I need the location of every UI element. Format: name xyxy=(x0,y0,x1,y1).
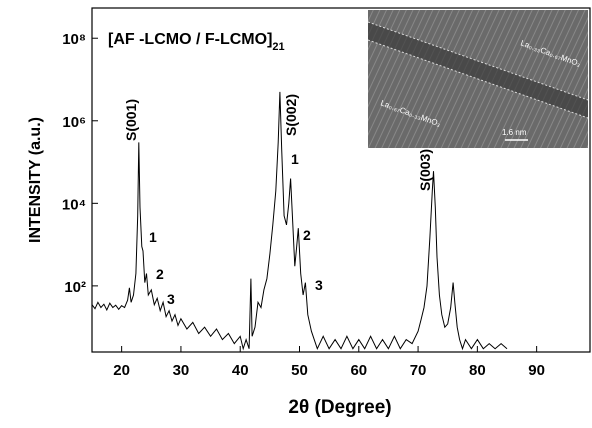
peak-annotation: S(003) xyxy=(417,149,433,191)
y-tick-label: 10² xyxy=(64,279,86,296)
x-tick-label: 60 xyxy=(350,362,367,379)
spectrum-line xyxy=(91,91,508,351)
peak-annotation: 2 xyxy=(303,227,311,243)
title-main: [AF -LCMO / F-LCMO] xyxy=(108,31,272,48)
peak-annotation: S(001) xyxy=(123,99,139,141)
x-axis-label: 2θ (Degree) xyxy=(288,397,391,418)
x-tick-label: 80 xyxy=(469,362,486,379)
chart-title: [AF -LCMO / F-LCMO]21 xyxy=(108,31,285,53)
x-tick-label: 90 xyxy=(528,362,545,379)
inset-image xyxy=(367,10,589,148)
peak-annotation: S(002) xyxy=(283,94,299,136)
y-tick-label: 10⁴ xyxy=(62,196,86,213)
peak-annotation: 1 xyxy=(291,151,299,167)
y-tick-label: 10⁶ xyxy=(62,114,86,131)
plot-frame xyxy=(91,7,591,353)
y-tick-label: 10⁸ xyxy=(62,31,86,48)
x-tick-label: 40 xyxy=(232,362,249,379)
title-sub: 21 xyxy=(272,41,284,53)
y-axis-label: INTENSITY (a.u.) xyxy=(27,117,44,243)
peak-annotation: 3 xyxy=(315,277,323,293)
peak-annotation: 3 xyxy=(167,291,175,307)
x-tick-label: 50 xyxy=(291,362,308,379)
x-tick-label: 20 xyxy=(113,362,130,379)
x-tick-label: 30 xyxy=(173,362,190,379)
peak-annotation: 1 xyxy=(149,229,157,245)
x-tick-label: 70 xyxy=(410,362,427,379)
peak-annotation: 2 xyxy=(156,266,164,282)
inset-label: 1.6 nm xyxy=(502,128,527,137)
